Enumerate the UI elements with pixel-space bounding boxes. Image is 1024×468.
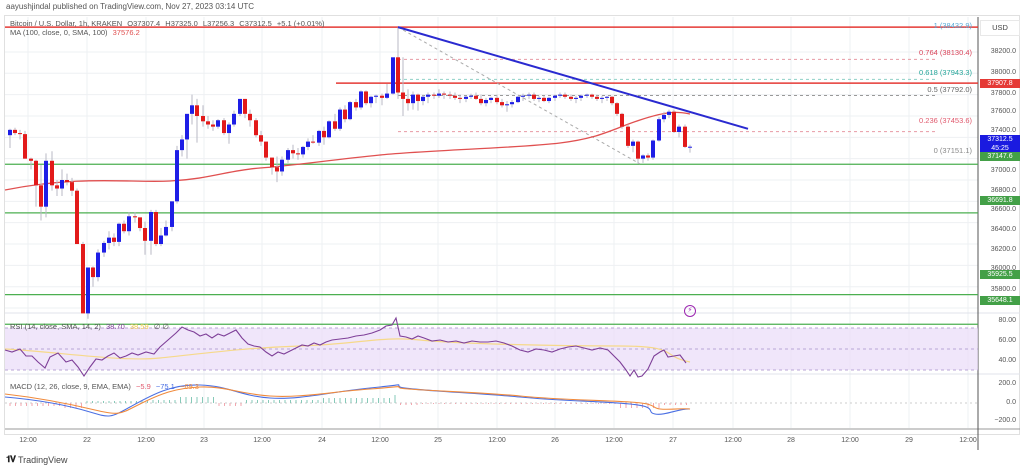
fib-label-0: 0 (37151.1) xyxy=(933,146,972,155)
macd-signal-value: −69.3 xyxy=(179,382,199,391)
fib-label-0618: 0.618 (37943.3) xyxy=(919,68,972,77)
time-tick: 12:00 xyxy=(19,437,37,444)
support-price-tag: 35925.5 xyxy=(980,270,1020,279)
publish-line: aayushjindal published on TradingView.co… xyxy=(6,2,255,11)
time-tick: 25 xyxy=(434,437,442,444)
price-tick: 37600.0 xyxy=(990,108,1016,115)
brand-name: TradingView xyxy=(17,454,68,465)
time-tick: 12:00 xyxy=(253,437,271,444)
time-tick: 29 xyxy=(905,437,913,444)
macd-tick: −200.0 xyxy=(994,417,1016,424)
macd-hist-value: −5.9 xyxy=(135,382,151,391)
ma-value: 37576.2 xyxy=(112,28,140,37)
price-tick: 37400.0 xyxy=(990,127,1016,134)
ohlc-low: L37256.3 xyxy=(202,19,235,28)
fib-label-05: 0.5 (37792.0) xyxy=(927,85,972,94)
price-tick: 36000.0 xyxy=(990,265,1016,272)
bar-countdown: 45:25 xyxy=(991,145,1009,152)
symbol-legend: Bitcoin / U.S. Dollar, 1h, KRAKEN O37307… xyxy=(10,19,327,28)
price-tick: 37000.0 xyxy=(990,167,1016,174)
rsi-value: 38.70 xyxy=(105,322,125,331)
chart-frame xyxy=(4,15,1020,435)
flash-event-icon[interactable]: ⚡ xyxy=(684,305,696,317)
price-tick: 35800.0 xyxy=(990,286,1016,293)
macd-tick: 200.0 xyxy=(998,380,1016,387)
rsi-tick: 80.00 xyxy=(998,317,1016,324)
time-tick: 12:00 xyxy=(841,437,859,444)
price-tick: 38000.0 xyxy=(990,69,1016,76)
time-tick: 27 xyxy=(669,437,677,444)
time-tick: 12:00 xyxy=(371,437,389,444)
macd-legend: MACD (12, 26, close, 9, EMA, EMA) −5.9 −… xyxy=(10,382,202,391)
support-price-tag: 37147.6 xyxy=(980,152,1020,161)
price-tick: 37800.0 xyxy=(990,90,1016,97)
macd-value: −75.1 xyxy=(155,382,175,391)
currency-button[interactable]: USD xyxy=(980,20,1020,36)
time-tick: 12:00 xyxy=(959,437,977,444)
time-tick: 12:00 xyxy=(724,437,742,444)
rsi-label: RSI (14, close, SMA, 14, 2) xyxy=(10,322,101,331)
symbol-name: Bitcoin / U.S. Dollar, 1h, KRAKEN xyxy=(10,19,123,28)
price-tick: 36400.0 xyxy=(990,226,1016,233)
support-price-tag: 36691.8 xyxy=(980,196,1020,205)
ma-label: MA (100, close, 0, SMA, 100) xyxy=(10,28,108,37)
ohlc-open: O37307.4 xyxy=(127,19,161,28)
price-tick: 36800.0 xyxy=(990,187,1016,194)
ma-legend: MA (100, close, 0, SMA, 100) 37576.2 xyxy=(10,28,143,37)
tradingview-logo-icon: 𝟏𝐕 xyxy=(6,454,16,464)
price-tick: 38200.0 xyxy=(990,48,1016,55)
time-tick: 28 xyxy=(787,437,795,444)
time-tick: 26 xyxy=(551,437,559,444)
macd-label: MACD (12, 26, close, 9, EMA, EMA) xyxy=(10,382,131,391)
tradingview-logo: 𝟏𝐕 TradingView xyxy=(6,454,68,465)
fib-label-0764: 0.764 (38130.4) xyxy=(919,48,972,57)
time-tick: 23 xyxy=(200,437,208,444)
rsi-extra: ∅ ∅ xyxy=(153,322,169,331)
rsi-sma-value: 38.59 xyxy=(129,322,149,331)
price-tick: 36600.0 xyxy=(990,206,1016,213)
fib-label-1: 1 (38432.9) xyxy=(933,21,972,30)
rsi-tick: 60.00 xyxy=(998,337,1016,344)
macd-tick: 0.0 xyxy=(1006,399,1016,406)
current-price: 37312.5 xyxy=(987,136,1013,143)
current-price-tag: 37312.5 45:25 xyxy=(980,135,1020,153)
ohlc-high: H37325.0 xyxy=(165,19,198,28)
time-tick: 22 xyxy=(83,437,91,444)
time-tick: 12:00 xyxy=(137,437,155,444)
time-tick: 24 xyxy=(318,437,326,444)
ohlc-change: +5.1 (+0.01%) xyxy=(276,19,325,28)
fib-label-0236: 0.236 (37453.6) xyxy=(919,116,972,125)
rsi-tick: 40.00 xyxy=(998,357,1016,364)
resistance-price-tag: 37907.8 xyxy=(980,79,1020,88)
time-tick: 12:00 xyxy=(605,437,623,444)
rsi-legend: RSI (14, close, SMA, 14, 2) 38.70 38.59 … xyxy=(10,322,172,331)
ohlc-close: C37312.5 xyxy=(239,19,272,28)
support-price-tag: 35648.1 xyxy=(980,296,1020,305)
time-tick: 12:00 xyxy=(488,437,506,444)
price-tick: 36200.0 xyxy=(990,246,1016,253)
